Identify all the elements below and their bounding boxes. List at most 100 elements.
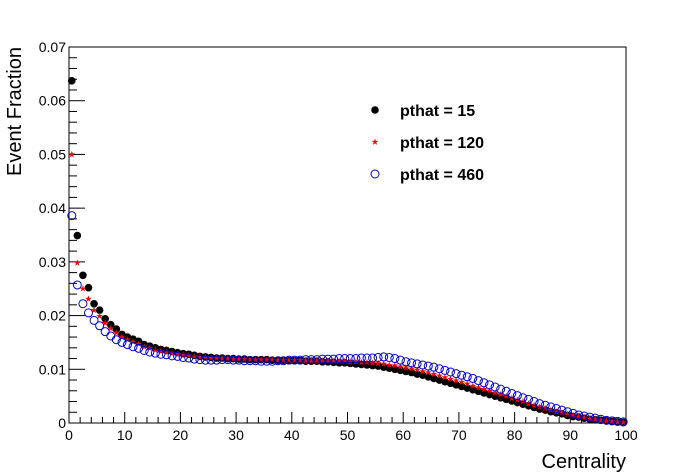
data-point — [463, 380, 471, 387]
x-tick-label: 30 — [228, 427, 244, 443]
x-axis-title: Centrality — [542, 451, 626, 472]
data-point — [200, 355, 210, 365]
data-point — [602, 415, 612, 425]
data-point — [117, 337, 127, 347]
data-point — [585, 412, 595, 422]
data-point — [352, 358, 360, 365]
data-point — [558, 409, 566, 416]
y-tick-label: 0.03 — [39, 254, 66, 270]
data-point — [501, 386, 511, 396]
data-point — [552, 408, 560, 415]
data-point — [535, 399, 545, 409]
data-point — [90, 299, 98, 308]
data-point — [497, 390, 505, 398]
data-point — [536, 403, 544, 410]
data-point — [217, 355, 227, 365]
series-1 — [67, 77, 628, 427]
series-layer — [67, 77, 628, 427]
data-point — [457, 370, 467, 380]
data-point — [223, 355, 233, 365]
data-point — [256, 356, 266, 366]
data-point — [173, 351, 183, 361]
data-point — [579, 411, 589, 421]
data-point — [564, 410, 571, 418]
data-point — [291, 356, 299, 364]
data-point — [474, 383, 482, 391]
data-point — [228, 355, 238, 365]
x-tick-label: 100 — [614, 427, 638, 443]
data-point — [429, 362, 439, 372]
data-point — [122, 340, 132, 350]
data-point — [83, 308, 93, 318]
data-point — [313, 357, 321, 364]
data-point — [234, 355, 244, 365]
data-point — [419, 367, 427, 375]
data-point — [452, 376, 460, 384]
data-point — [235, 355, 243, 362]
data-point — [374, 359, 382, 367]
data-point — [479, 378, 489, 388]
legend-label: pthat = 15 — [400, 103, 475, 120]
data-point — [586, 415, 594, 422]
data-point — [262, 356, 272, 366]
x-tick-label: 20 — [173, 427, 189, 443]
data-point — [257, 356, 265, 363]
y-axis-title: Event Fraction — [4, 47, 26, 176]
data-point — [580, 414, 588, 421]
data-point — [68, 150, 76, 158]
data-point — [184, 353, 194, 363]
data-point — [596, 414, 606, 424]
data-point — [407, 358, 417, 368]
data-point — [619, 418, 627, 426]
data-point — [168, 349, 176, 357]
data-point — [95, 321, 105, 331]
data-point — [280, 356, 287, 364]
data-point — [574, 410, 584, 420]
data-point — [278, 356, 288, 366]
data-point — [519, 397, 527, 405]
data-point — [78, 299, 88, 309]
data-point — [96, 312, 104, 320]
data-point — [363, 361, 371, 369]
data-point — [218, 354, 226, 362]
data-point — [302, 357, 310, 364]
y-tick-label: 0.01 — [39, 361, 66, 377]
data-point — [324, 357, 332, 364]
data-point — [430, 370, 438, 378]
data-point — [101, 314, 110, 323]
data-point — [73, 231, 82, 240]
data-point — [150, 348, 160, 358]
x-tick-label: 70 — [451, 427, 467, 443]
data-point — [107, 324, 115, 332]
data-point — [239, 356, 249, 366]
data-point — [563, 407, 573, 417]
data-point — [90, 306, 98, 314]
data-point — [391, 361, 399, 369]
data-point — [402, 364, 410, 371]
data-point — [441, 373, 449, 381]
data-point — [274, 356, 282, 364]
legend-marker — [371, 106, 379, 114]
data-point — [368, 361, 377, 370]
x-axis-tick-labels: 0 10 20 30 40 50 60 70 80 90 100 — [65, 427, 638, 443]
data-point — [190, 352, 198, 360]
data-point — [423, 361, 433, 371]
data-point — [329, 354, 339, 364]
data-point — [245, 356, 255, 366]
data-point — [540, 400, 550, 410]
data-point — [323, 354, 333, 364]
data-point — [273, 356, 283, 366]
data-point — [518, 393, 528, 403]
data-point — [408, 365, 415, 372]
data-point — [156, 349, 166, 359]
data-point — [412, 359, 422, 369]
data-point — [575, 412, 583, 420]
y-tick-label: 0.07 — [39, 39, 66, 55]
data-point — [106, 331, 116, 341]
data-point — [507, 388, 517, 398]
x-axis-ticks — [68, 412, 627, 423]
data-point — [446, 367, 456, 377]
data-point — [195, 355, 205, 365]
data-point — [179, 351, 187, 358]
data-point — [362, 353, 372, 363]
